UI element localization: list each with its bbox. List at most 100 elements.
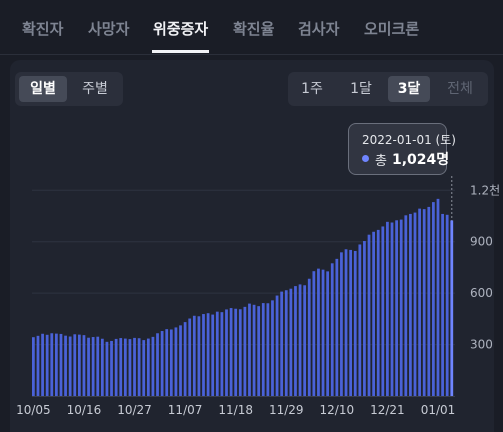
bar[interactable] <box>50 333 54 396</box>
bar[interactable] <box>220 312 224 396</box>
bar[interactable] <box>174 327 178 396</box>
bar[interactable] <box>123 338 127 396</box>
bar[interactable] <box>271 300 274 396</box>
bar[interactable] <box>206 313 210 396</box>
bar[interactable] <box>119 338 123 396</box>
range-1-week-button[interactable]: 1주 <box>301 81 323 97</box>
bar[interactable] <box>395 220 398 396</box>
bar[interactable] <box>358 244 362 396</box>
bar[interactable] <box>252 304 256 396</box>
bar[interactable] <box>386 221 389 396</box>
bar[interactable] <box>133 337 136 396</box>
bar[interactable] <box>289 288 293 396</box>
bar[interactable] <box>248 303 251 396</box>
bar[interactable] <box>188 318 192 396</box>
bar[interactable] <box>105 341 109 396</box>
bar[interactable] <box>353 250 357 396</box>
bar[interactable] <box>432 202 435 396</box>
bar[interactable] <box>298 284 302 396</box>
bar[interactable] <box>100 338 104 396</box>
bar[interactable] <box>179 325 182 396</box>
bar[interactable] <box>445 214 449 396</box>
bar[interactable] <box>418 208 421 396</box>
bar[interactable] <box>422 209 426 396</box>
bar[interactable] <box>261 303 265 396</box>
bar[interactable] <box>91 337 95 396</box>
bar[interactable] <box>32 337 35 396</box>
bar[interactable] <box>280 291 284 396</box>
tab-positivity-rate[interactable]: 확진율 <box>233 20 275 38</box>
weekly-button[interactable]: 주별 <box>82 81 108 97</box>
bar[interactable] <box>243 306 247 396</box>
bar[interactable] <box>64 335 67 396</box>
bar[interactable] <box>114 338 118 396</box>
bar[interactable] <box>234 308 238 396</box>
bar[interactable] <box>41 333 44 396</box>
bar[interactable] <box>54 333 58 396</box>
bar[interactable] <box>169 329 173 396</box>
tab-deaths[interactable]: 사망자 <box>88 20 130 38</box>
bar[interactable] <box>312 271 316 396</box>
bar[interactable] <box>87 337 90 396</box>
bar[interactable] <box>225 309 228 396</box>
bar[interactable] <box>146 338 150 396</box>
bar[interactable] <box>96 336 100 396</box>
bar[interactable] <box>381 226 385 396</box>
range-all-button[interactable]: 전체 <box>447 81 473 97</box>
bar[interactable] <box>151 336 155 396</box>
bar[interactable] <box>399 219 403 396</box>
bar[interactable] <box>68 336 72 396</box>
bar[interactable] <box>215 311 219 396</box>
tab-confirmed[interactable]: 확진자 <box>22 20 64 38</box>
bar[interactable] <box>372 231 375 396</box>
bar[interactable] <box>45 334 49 396</box>
daily-button[interactable]: 일별 <box>19 76 67 102</box>
bar[interactable] <box>192 315 196 396</box>
bar[interactable] <box>229 308 233 396</box>
bar[interactable] <box>142 340 146 396</box>
bar[interactable] <box>137 338 141 396</box>
bar[interactable] <box>160 331 164 396</box>
bar[interactable] <box>238 309 242 396</box>
bar[interactable] <box>376 229 380 396</box>
bar[interactable] <box>257 306 261 396</box>
bar[interactable] <box>367 234 371 396</box>
bar[interactable] <box>211 314 215 396</box>
bar[interactable] <box>349 249 353 396</box>
bar[interactable] <box>335 258 339 396</box>
tab-tested[interactable]: 검사자 <box>298 20 340 38</box>
bar[interactable] <box>266 303 270 396</box>
bar[interactable] <box>441 213 444 396</box>
bar[interactable] <box>156 333 159 396</box>
bar[interactable] <box>413 212 417 396</box>
bar[interactable] <box>59 333 63 396</box>
bar[interactable] <box>409 213 412 396</box>
bar[interactable] <box>436 198 440 396</box>
bar[interactable] <box>326 271 330 396</box>
bar[interactable] <box>73 334 77 396</box>
bar[interactable] <box>36 335 40 396</box>
tab-omicron[interactable]: 오미크론 <box>364 20 420 38</box>
bar[interactable] <box>275 295 279 396</box>
bar[interactable] <box>404 215 408 396</box>
range-1-month-button[interactable]: 1달 <box>350 81 372 97</box>
bar[interactable] <box>197 316 201 396</box>
bar[interactable] <box>321 269 325 396</box>
bar[interactable] <box>284 290 288 396</box>
bar[interactable] <box>390 222 394 396</box>
bar[interactable] <box>303 285 307 396</box>
bar[interactable] <box>165 329 169 396</box>
range-3-months-button[interactable]: 3달 <box>388 76 430 102</box>
bar[interactable] <box>183 322 187 396</box>
bar[interactable] <box>128 339 132 396</box>
bar[interactable] <box>330 263 334 396</box>
bar[interactable] <box>110 340 113 396</box>
bar[interactable] <box>307 278 311 396</box>
bar[interactable] <box>344 249 348 396</box>
bar[interactable] <box>82 335 86 396</box>
bar[interactable] <box>450 220 454 396</box>
bar[interactable] <box>340 252 343 396</box>
bar[interactable] <box>363 241 366 396</box>
bar[interactable] <box>294 286 297 396</box>
